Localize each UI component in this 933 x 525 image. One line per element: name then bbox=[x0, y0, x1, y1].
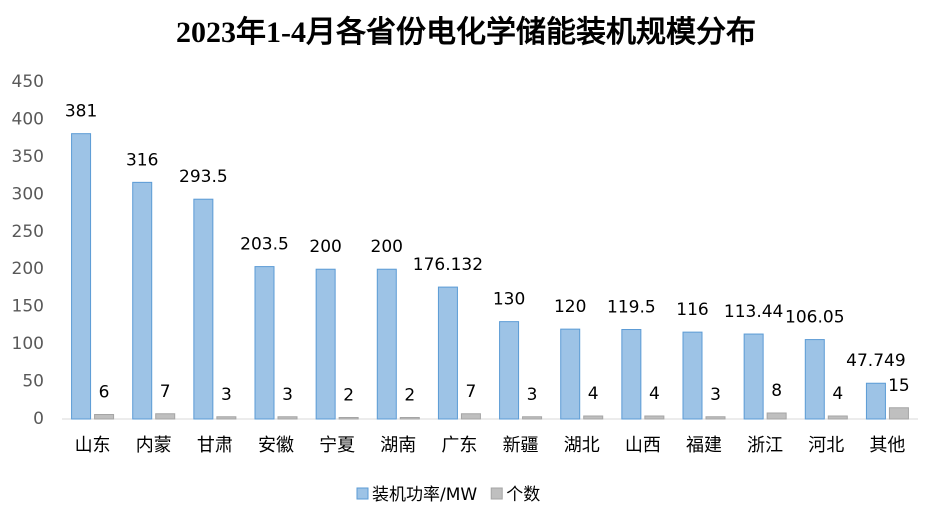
x-tick-label: 广东 bbox=[441, 435, 477, 456]
data-label: 4 bbox=[588, 384, 599, 404]
x-tick-label: 湖北 bbox=[564, 435, 600, 456]
bar bbox=[132, 181, 153, 420]
y-tick-label: 400 bbox=[12, 109, 44, 129]
x-tick-label: 福建 bbox=[686, 435, 722, 456]
y-tick-label: 100 bbox=[12, 334, 44, 354]
data-label: 176.132 bbox=[413, 255, 483, 275]
bar bbox=[621, 329, 642, 420]
bar bbox=[399, 417, 420, 420]
bar bbox=[865, 382, 886, 420]
bar bbox=[888, 407, 909, 420]
legend-swatch bbox=[356, 487, 369, 500]
bar bbox=[522, 416, 543, 420]
y-tick-label: 350 bbox=[12, 147, 44, 167]
data-label: 6 bbox=[99, 383, 110, 403]
x-tick-label: 内蒙 bbox=[136, 435, 172, 456]
x-tick-label: 新疆 bbox=[503, 435, 539, 456]
bar bbox=[94, 414, 115, 420]
data-label: 116 bbox=[676, 300, 708, 320]
y-tick-label: 250 bbox=[12, 222, 44, 242]
data-label: 3 bbox=[710, 385, 721, 405]
data-label: 293.5 bbox=[179, 167, 228, 187]
data-label: 7 bbox=[466, 382, 477, 402]
legend-swatch bbox=[490, 487, 503, 500]
data-label: 8 bbox=[771, 381, 782, 401]
bar bbox=[682, 331, 703, 420]
y-tick-label: 450 bbox=[12, 72, 44, 92]
data-label: 113.44 bbox=[724, 302, 783, 322]
x-tick-label: 浙江 bbox=[747, 435, 783, 456]
chart-title: 2023年1-4月各省份电化学储能装机规模分布 bbox=[176, 15, 756, 49]
bar bbox=[560, 328, 581, 420]
x-tick-label: 宁夏 bbox=[319, 435, 355, 456]
bar bbox=[705, 416, 726, 420]
data-label: 3 bbox=[527, 385, 538, 405]
x-tick-label: 安徽 bbox=[258, 435, 294, 456]
data-label: 203.5 bbox=[240, 235, 289, 255]
x-tick-label: 河北 bbox=[808, 435, 844, 456]
x-tick-label: 山西 bbox=[625, 435, 661, 456]
bar bbox=[376, 268, 397, 420]
y-tick-label: 50 bbox=[22, 372, 44, 392]
data-label: 381 bbox=[65, 102, 97, 122]
legend-label: 个数 bbox=[506, 485, 540, 505]
y-tick-label: 0 bbox=[33, 409, 44, 429]
data-label: 200 bbox=[371, 237, 403, 257]
data-label: 15 bbox=[888, 376, 910, 396]
bar bbox=[254, 266, 275, 420]
bar bbox=[155, 413, 176, 420]
x-tick-label: 甘肃 bbox=[197, 435, 233, 456]
data-label: 316 bbox=[126, 150, 158, 170]
bar bbox=[583, 415, 604, 420]
bar bbox=[499, 321, 520, 420]
x-tick-label: 湖南 bbox=[380, 435, 416, 456]
bar bbox=[766, 412, 787, 420]
y-tick-label: 150 bbox=[12, 297, 44, 317]
bar bbox=[827, 415, 848, 420]
data-label: 2 bbox=[343, 386, 354, 406]
bar bbox=[804, 339, 825, 420]
data-label: 119.5 bbox=[607, 298, 656, 318]
bar bbox=[437, 286, 458, 420]
bar bbox=[277, 416, 298, 420]
data-label: 120 bbox=[554, 297, 586, 317]
y-tick-label: 300 bbox=[12, 184, 44, 204]
data-label: 200 bbox=[309, 237, 341, 257]
bar bbox=[743, 333, 764, 420]
data-label: 7 bbox=[160, 382, 171, 402]
data-label: 4 bbox=[832, 384, 843, 404]
data-label: 3 bbox=[282, 385, 293, 405]
data-label: 130 bbox=[493, 290, 525, 310]
bar bbox=[71, 133, 92, 420]
bar bbox=[460, 413, 481, 420]
x-tick-label: 山东 bbox=[75, 435, 111, 456]
data-label: 106.05 bbox=[785, 308, 844, 328]
bar bbox=[216, 416, 237, 420]
data-label: 4 bbox=[649, 384, 660, 404]
data-label: 2 bbox=[404, 386, 415, 406]
bar bbox=[315, 268, 336, 420]
data-label: 3 bbox=[221, 385, 232, 405]
x-tick-label: 其他 bbox=[869, 435, 905, 456]
data-label: 47.749 bbox=[846, 351, 905, 371]
legend-label: 装机功率/MW bbox=[372, 485, 477, 505]
y-tick-label: 200 bbox=[12, 259, 44, 279]
bar bbox=[644, 415, 665, 420]
bar bbox=[338, 417, 359, 420]
bar bbox=[193, 198, 214, 420]
